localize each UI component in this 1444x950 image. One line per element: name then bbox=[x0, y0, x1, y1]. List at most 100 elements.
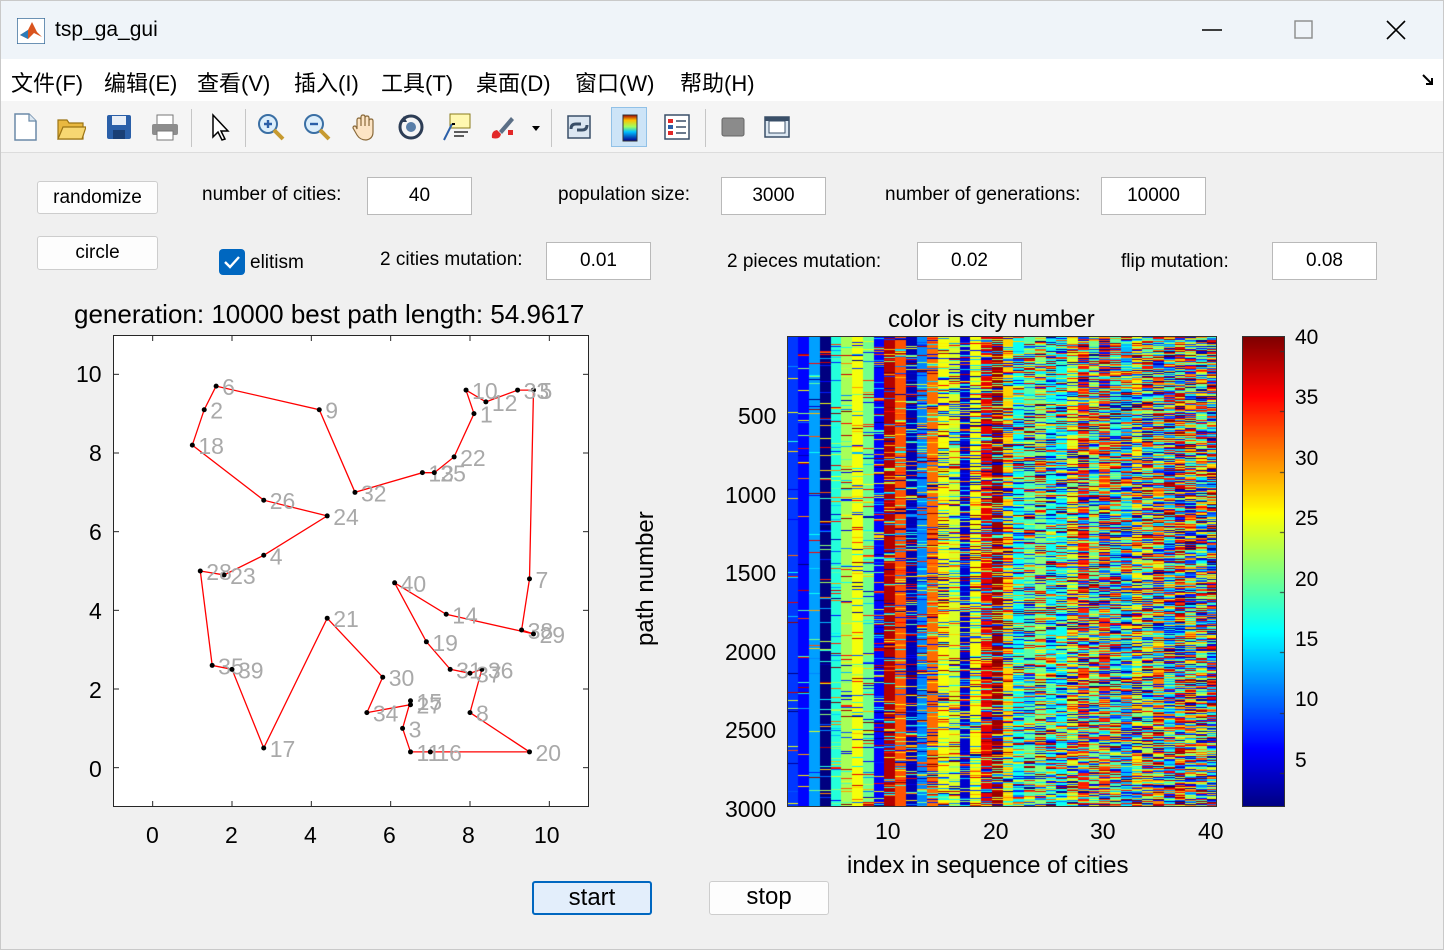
city-point bbox=[467, 710, 473, 716]
city-point bbox=[261, 552, 267, 558]
heatmap-x-label: index in sequence of cities bbox=[847, 852, 1129, 879]
pointer-button[interactable] bbox=[201, 107, 237, 147]
city-label: 18 bbox=[198, 433, 224, 459]
brush-dropdown[interactable] bbox=[525, 107, 547, 147]
dock-arrow-icon[interactable] bbox=[1421, 73, 1435, 87]
city-label: 14 bbox=[452, 602, 478, 628]
elitism-label[interactable]: elitism bbox=[250, 252, 304, 273]
legend-button[interactable] bbox=[659, 107, 695, 147]
maximize-button[interactable] bbox=[1259, 7, 1351, 53]
open-button[interactable] bbox=[53, 107, 89, 147]
zoom-out-button[interactable] bbox=[299, 107, 335, 147]
menu-bar: 文件(F) 编辑(E) 查看(V) 插入(I) 工具(T) 桌面(D) 窗口(W… bbox=[1, 59, 1443, 101]
brush-button[interactable] bbox=[485, 107, 521, 147]
save-button[interactable] bbox=[101, 107, 137, 147]
close-icon bbox=[1386, 20, 1406, 40]
city-point bbox=[189, 442, 195, 448]
minimize-icon bbox=[1202, 29, 1222, 31]
link-plot-button[interactable] bbox=[561, 107, 597, 147]
city-point bbox=[527, 749, 532, 755]
flip-mutation-field[interactable] bbox=[1272, 242, 1377, 280]
menu-view[interactable]: 查看(V) bbox=[197, 71, 271, 96]
maximize-icon bbox=[1294, 20, 1313, 39]
colorbar-tick: 30 bbox=[1295, 447, 1319, 470]
toolbar-separator bbox=[245, 109, 246, 147]
cities-mutation-field[interactable] bbox=[546, 242, 651, 280]
pan-button[interactable] bbox=[347, 107, 383, 147]
num-gen-field[interactable] bbox=[1101, 177, 1206, 215]
city-label: 17 bbox=[270, 736, 296, 762]
show-plot-tools-button[interactable] bbox=[759, 107, 795, 147]
city-label: 16 bbox=[436, 740, 462, 766]
colorbar-tick: 40 bbox=[1295, 326, 1319, 349]
city-point bbox=[431, 470, 437, 476]
close-button[interactable] bbox=[1351, 7, 1443, 53]
start-button[interactable]: start bbox=[532, 881, 652, 915]
print-icon bbox=[152, 114, 178, 141]
city-label: 4 bbox=[270, 543, 283, 569]
menu-desktop[interactable]: 桌面(D) bbox=[476, 71, 551, 96]
city-label: 21 bbox=[333, 606, 359, 632]
num-cities-field[interactable] bbox=[367, 177, 472, 215]
menu-help[interactable]: 帮助(H) bbox=[680, 71, 755, 96]
randomize-button[interactable]: randomize bbox=[37, 181, 158, 214]
menu-file[interactable]: 文件(F) bbox=[11, 71, 84, 96]
path-x-tick: 6 bbox=[383, 822, 396, 848]
city-point bbox=[229, 666, 235, 672]
path-x-tick: 0 bbox=[146, 822, 159, 848]
city-point bbox=[380, 674, 386, 680]
show-plot-tools-icon bbox=[764, 116, 790, 138]
brush-icon bbox=[491, 117, 514, 139]
city-point bbox=[392, 580, 398, 586]
heatmap-y-tick: 1000 bbox=[725, 482, 777, 508]
colorbar-gradient bbox=[1243, 337, 1284, 806]
menu-tools[interactable]: 工具(T) bbox=[381, 71, 454, 96]
city-label: 37 bbox=[476, 661, 502, 687]
toolbar-separator bbox=[551, 109, 552, 147]
figure-toolbar bbox=[1, 101, 1443, 153]
city-label: 26 bbox=[270, 488, 296, 514]
path-y-tick: 2 bbox=[89, 677, 102, 703]
pop-size-field[interactable] bbox=[721, 177, 826, 215]
city-point bbox=[324, 513, 330, 519]
chevron-down-icon bbox=[532, 126, 540, 131]
city-label: 38 bbox=[528, 618, 554, 644]
heatmap-y-tick: 3000 bbox=[725, 796, 777, 822]
elitism-checkbox[interactable] bbox=[219, 249, 245, 275]
new-figure-button[interactable] bbox=[7, 107, 43, 147]
city-label: 27 bbox=[417, 693, 443, 719]
hide-plot-tools-button[interactable] bbox=[715, 107, 751, 147]
open-icon bbox=[57, 119, 86, 140]
city-point bbox=[400, 725, 406, 731]
rotate-3d-button[interactable] bbox=[393, 107, 429, 147]
flip-mutation-label: flip mutation: bbox=[1121, 251, 1229, 272]
city-label: 24 bbox=[333, 504, 359, 530]
zoom-in-button[interactable] bbox=[253, 107, 289, 147]
city-label: 33 bbox=[524, 378, 550, 404]
heatmap-x-tick: 40 bbox=[1198, 818, 1224, 844]
minimize-button[interactable] bbox=[1167, 7, 1259, 53]
legend-icon bbox=[664, 114, 690, 140]
matlab-logo-icon bbox=[17, 18, 45, 44]
city-label: 6 bbox=[222, 374, 235, 400]
pan-hand-icon bbox=[352, 114, 374, 141]
data-cursor-icon bbox=[443, 113, 471, 141]
menu-edit[interactable]: 编辑(E) bbox=[104, 71, 178, 96]
menu-window[interactable]: 窗口(W) bbox=[575, 71, 655, 96]
pieces-mutation-label: 2 pieces mutation: bbox=[727, 251, 882, 272]
city-point bbox=[197, 568, 203, 574]
city-label: 25 bbox=[440, 461, 466, 487]
colorbar-button[interactable] bbox=[611, 107, 647, 147]
stop-button[interactable]: stop bbox=[709, 881, 829, 915]
menu-insert[interactable]: 插入(I) bbox=[294, 71, 359, 96]
path-y-tick: 10 bbox=[76, 361, 102, 387]
print-button[interactable] bbox=[147, 107, 183, 147]
circle-button[interactable]: circle bbox=[37, 236, 158, 270]
heatmap-x-tick: 30 bbox=[1090, 818, 1116, 844]
rotate-3d-icon bbox=[398, 114, 424, 140]
pieces-mutation-field[interactable] bbox=[917, 242, 1022, 280]
heatmap-x-tick: 20 bbox=[983, 818, 1009, 844]
city-point bbox=[352, 489, 358, 495]
data-cursor-button[interactable] bbox=[439, 107, 475, 147]
hide-plot-tools-icon bbox=[721, 117, 745, 137]
